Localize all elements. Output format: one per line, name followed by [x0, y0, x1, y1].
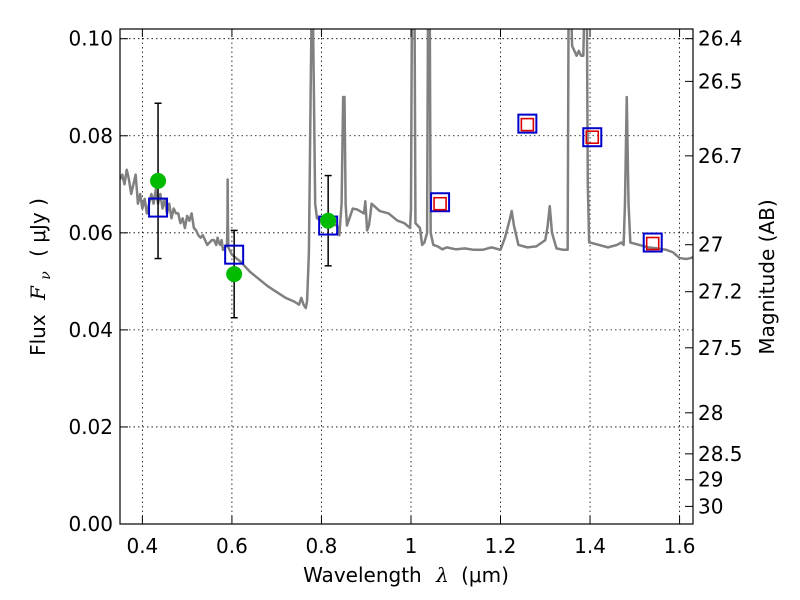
y2-tick-label: 26.7	[698, 144, 743, 168]
x-axis-label: Wavelength λ (μm)	[303, 563, 509, 587]
y-tick-label: 0.08	[68, 124, 113, 148]
limit-photometry-square	[520, 117, 535, 132]
observed-photometry-point	[320, 212, 337, 229]
y-tick-label: 0.00	[68, 512, 113, 536]
y2-tick-label: 28.5	[698, 442, 743, 466]
model-photometry-square	[224, 244, 245, 265]
model-photometry-square	[430, 192, 451, 213]
x-tick-label: 1.2	[485, 534, 517, 558]
observed-photometry-point	[150, 172, 167, 189]
y-axis-label-subscript: ν	[38, 271, 54, 280]
ticks: 0.4 0.6 0.8 1 1.2 1.4 1.6 0.00 0.02 0.04 0.06 0.08 0…	[68, 27, 742, 558]
x-tick-label: 0.6	[216, 534, 248, 558]
x-tick-label: 1.6	[664, 534, 696, 558]
y2-tick-label: 27.5	[698, 336, 743, 360]
model-photometry-square	[582, 127, 603, 148]
model-photometry-square	[148, 197, 169, 218]
axes-frame	[119, 28, 694, 525]
x-tick-label: 0.4	[126, 534, 158, 558]
y-axis-label-unit: ( μJy )	[26, 198, 50, 257]
plot-area	[120, 29, 693, 319]
y-axis-label-main: Flux	[26, 314, 50, 356]
limit-photometry-square	[645, 236, 660, 251]
x-axis-label-unit: (μm)	[461, 563, 509, 587]
x-tick-label: 0.8	[306, 534, 338, 558]
model-photometry-square	[517, 113, 538, 134]
y2-tick-label: 26.4	[698, 27, 743, 51]
y-axis-label: Flux F ν ( μJy )	[26, 198, 55, 356]
y2-tick-label: 28	[698, 401, 723, 425]
y-tick-label: 0.04	[68, 318, 113, 342]
x-axis-label-symbol: λ	[435, 563, 449, 587]
y2-tick-label: 30	[698, 494, 723, 518]
y-tick-label: 0.02	[68, 415, 113, 439]
grid	[120, 29, 693, 524]
limit-photometry-square	[585, 130, 600, 145]
limit-photometry-square	[433, 196, 447, 211]
y-tick-label: 0.06	[68, 221, 113, 245]
y2-axis-label: Magnitude (AB)	[755, 199, 779, 354]
model-spectrum-line	[120, 29, 693, 310]
y2-tick-label: 29	[698, 468, 723, 492]
y2-tick-label: 27	[698, 233, 723, 257]
model-photometry-square	[642, 232, 663, 253]
x-tick-label: 1	[405, 534, 418, 558]
y-tick-label: 0.10	[68, 27, 113, 51]
x-axis-label-main: Wavelength	[303, 563, 422, 587]
x-tick-label: 1.4	[574, 534, 606, 558]
y2-tick-label: 27.2	[698, 280, 743, 304]
y2-tick-label: 26.5	[698, 69, 743, 93]
observed-photometry-point	[226, 266, 243, 283]
y-axis-label-symbol: F	[26, 285, 50, 301]
